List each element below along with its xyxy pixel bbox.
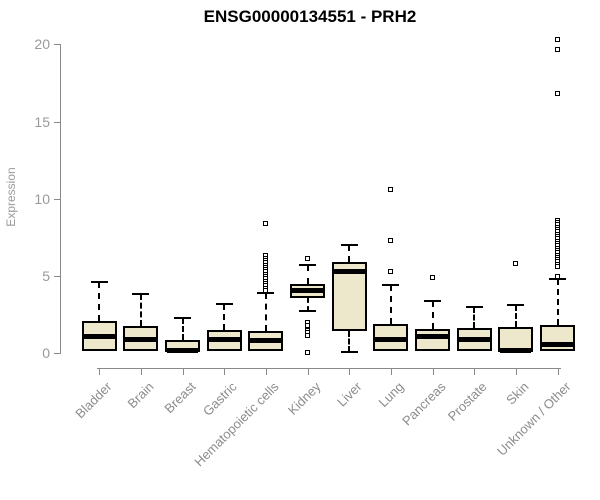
x-tick <box>474 368 476 375</box>
median-line <box>375 337 407 343</box>
y-tick <box>54 275 60 277</box>
upper-whisker <box>473 306 476 329</box>
upper-whisker-cap <box>465 305 483 308</box>
outlier-point <box>555 46 561 52</box>
lower-whisker-cap <box>340 351 358 354</box>
outlier-point <box>430 274 436 280</box>
upper-whisker <box>264 292 267 332</box>
median-line <box>208 336 240 342</box>
outlier-point <box>555 264 561 270</box>
x-tick <box>515 368 517 375</box>
outlier-point <box>388 237 394 243</box>
x-tick <box>390 368 392 375</box>
y-tick-label: 0 <box>42 345 50 361</box>
y-tick-label: 5 <box>42 267 50 284</box>
upper-whisker-cap <box>340 243 358 246</box>
outlier-point <box>263 288 269 293</box>
upper-whisker <box>514 305 517 327</box>
median-line <box>500 348 532 354</box>
box <box>498 326 534 353</box>
median-line <box>333 269 365 275</box>
box <box>373 323 409 351</box>
y-tick-label: 10 <box>34 190 50 207</box>
x-tick <box>140 368 142 375</box>
chart-title: ENSG00000134551 - PRH2 <box>203 7 417 26</box>
outlier-point <box>305 256 311 262</box>
upper-whisker <box>389 285 392 324</box>
median-line <box>292 288 324 293</box>
x-tick <box>99 368 101 375</box>
lower-whisker-cap <box>299 310 317 313</box>
outlier-point <box>513 261 519 266</box>
outlier-point <box>555 91 561 97</box>
x-tick <box>265 368 267 375</box>
upper-whisker-cap <box>215 302 233 305</box>
lower-whisker <box>306 298 309 312</box>
box <box>415 329 451 351</box>
y-tick-label: 15 <box>34 113 50 130</box>
upper-whisker <box>223 303 226 330</box>
outlier-point <box>305 322 311 328</box>
upper-whisker <box>556 278 559 326</box>
median-line <box>250 338 282 344</box>
upper-whisker-cap <box>507 304 525 307</box>
upper-whisker-cap <box>90 281 108 284</box>
upper-whisker-cap <box>174 316 192 319</box>
outlier-point <box>305 349 311 355</box>
y-tick <box>54 121 60 123</box>
upper-whisker <box>139 294 142 326</box>
upper-whisker <box>181 317 184 340</box>
median-line <box>167 348 199 354</box>
box <box>540 325 576 352</box>
upper-whisker-cap <box>424 299 442 302</box>
x-tick <box>557 368 559 375</box>
upper-whisker-cap <box>132 293 150 296</box>
median-line <box>542 342 574 347</box>
y-tick-label: 20 <box>34 36 50 53</box>
x-axis-line <box>97 368 561 369</box>
outlier-point <box>305 332 311 338</box>
y-tick <box>54 198 60 200</box>
y-tick <box>54 44 60 46</box>
lower-whisker <box>348 331 351 353</box>
median-line <box>125 336 157 342</box>
upper-whisker <box>306 265 309 284</box>
x-tick <box>182 368 184 375</box>
median-line <box>417 334 449 340</box>
x-tick <box>432 368 434 375</box>
upper-whisker <box>431 300 434 330</box>
outlier-point <box>388 268 394 274</box>
x-tick <box>224 368 226 375</box>
y-tick <box>54 353 60 354</box>
upper-whisker <box>348 244 351 262</box>
median-line <box>458 336 490 342</box>
median-line <box>83 333 115 339</box>
upper-whisker-cap <box>382 284 400 287</box>
outlier-point <box>555 274 561 280</box>
upper-whisker-cap <box>299 264 317 267</box>
upper-whisker <box>98 282 101 321</box>
x-tick <box>349 368 351 375</box>
outlier-point <box>388 186 394 192</box>
outlier-point <box>555 37 561 43</box>
outlier-point <box>263 220 269 226</box>
y-axis-line <box>60 44 61 354</box>
x-tick <box>307 368 309 375</box>
